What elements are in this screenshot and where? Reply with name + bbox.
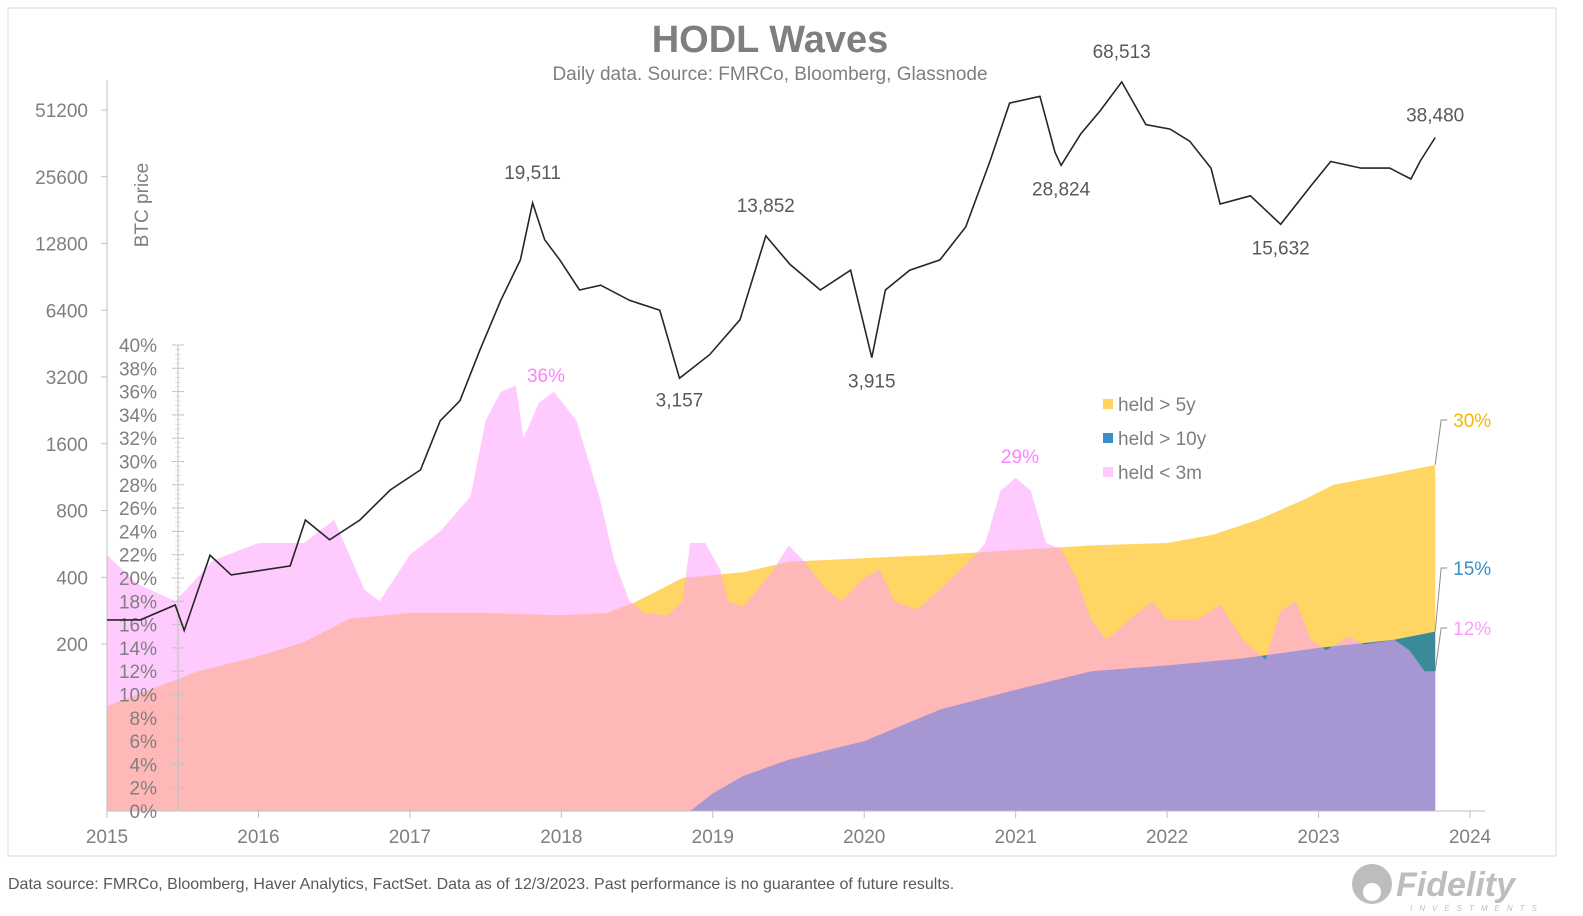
x-tick-label: 2022 — [1146, 827, 1188, 848]
end-label-leader — [1434, 419, 1448, 466]
legend-label: held > 10y — [1118, 429, 1207, 450]
legend: held > 5y held > 10y held < 3m — [1103, 395, 1207, 484]
price-tick-label: 25600 — [35, 168, 88, 189]
x-tick-label: 2020 — [843, 827, 885, 848]
price-tick-label: 400 — [56, 568, 88, 589]
x-tick-label: 2021 — [995, 827, 1037, 848]
price-label: 13,852 — [737, 196, 795, 217]
legend-label: held < 3m — [1118, 463, 1202, 484]
pct-tick-label: 2% — [130, 779, 158, 800]
price-label: 28,824 — [1032, 179, 1091, 200]
chart-title: HODL Waves — [652, 19, 889, 61]
x-tick-label: 2017 — [389, 827, 431, 848]
pct-tick-label: 0% — [130, 802, 158, 823]
pct-peak-label: 36% — [527, 366, 565, 387]
pct-tick-label: 22% — [119, 546, 157, 567]
pct-tick-label: 20% — [119, 569, 157, 590]
pct-peak-label: 29% — [1001, 447, 1039, 468]
price-label: 68,513 — [1093, 42, 1151, 63]
end-label-leader — [1434, 567, 1448, 632]
pct-tick-label: 28% — [119, 476, 157, 497]
pct-tick-label: 26% — [119, 499, 157, 520]
price-tick-label: 12800 — [35, 235, 88, 256]
pct-tick-label: 38% — [119, 359, 157, 380]
end-label: 30% — [1453, 411, 1491, 432]
end-label: 15% — [1453, 559, 1491, 580]
price-label: 38,480 — [1406, 106, 1464, 127]
annotations: 19,511 3,157 13,852 3,915 28,824 68,513 15,632… — [504, 42, 1491, 672]
pct-tick-label: 10% — [119, 686, 157, 707]
price-tick-label: 3200 — [46, 368, 88, 389]
x-tick-label: 2024 — [1449, 827, 1492, 848]
area-held-under-3m — [107, 385, 1436, 811]
legend-label: held > 5y — [1118, 395, 1196, 416]
price-tick-label: 200 — [56, 635, 88, 656]
pct-tick-label: 12% — [119, 662, 157, 683]
price-line-layer — [107, 80, 1436, 633]
area-layers — [107, 385, 1436, 811]
legend-swatch — [1103, 467, 1113, 477]
pct-tick-label: 24% — [119, 522, 157, 543]
legend-swatch — [1103, 433, 1113, 443]
pct-tick-label: 16% — [119, 616, 157, 637]
end-label: 12% — [1453, 619, 1491, 640]
axes: 200 400 800 1600 3200 6400 12800 25600 51200 0%2%… — [35, 80, 1492, 848]
price-label: 15,632 — [1252, 238, 1310, 259]
pct-tick-label: 8% — [130, 709, 158, 730]
pct-tick-label: 6% — [130, 732, 158, 753]
pct-tick-label: 30% — [119, 453, 157, 474]
x-tick-label: 2018 — [540, 827, 582, 848]
pct-tick-label: 36% — [119, 383, 157, 404]
btc-price-line — [107, 80, 1436, 633]
pct-tick-label: 32% — [119, 429, 157, 450]
price-tick-label: 800 — [56, 502, 88, 523]
price-tick-label: 6400 — [46, 301, 88, 322]
x-tick-label: 2015 — [86, 827, 128, 848]
end-label-leader — [1434, 627, 1448, 672]
price-label: 3,915 — [848, 372, 896, 393]
x-tick-label: 2019 — [692, 827, 734, 848]
y-axis-label: BTC price — [132, 163, 153, 247]
x-tick-label: 2023 — [1297, 827, 1339, 848]
price-label: 3,157 — [656, 390, 704, 411]
pct-tick-label: 40% — [119, 336, 157, 357]
pct-tick-label: 14% — [119, 639, 157, 660]
price-label: 19,511 — [504, 163, 561, 184]
legend-swatch — [1103, 399, 1113, 409]
pct-tick-label: 4% — [130, 755, 158, 776]
price-tick-label: 51200 — [35, 101, 88, 122]
svg-text:INVESTMENTS: INVESTMENTS — [1410, 904, 1544, 913]
pct-tick-label: 18% — [119, 592, 157, 613]
chart-frame — [7, 7, 1557, 857]
svg-text:Fidelity: Fidelity — [1396, 866, 1517, 904]
footer-source: Data source: FMRCo, Bloomberg, Haver Ana… — [8, 876, 954, 893]
pct-tick-label: 34% — [119, 406, 157, 427]
chart-subtitle: Daily data. Source: FMRCo, Bloomberg, Gl… — [552, 64, 987, 85]
fidelity-logo: Fidelity INVESTMENTS — [1352, 864, 1544, 913]
price-tick-label: 1600 — [46, 435, 88, 456]
x-tick-label: 2016 — [237, 827, 279, 848]
